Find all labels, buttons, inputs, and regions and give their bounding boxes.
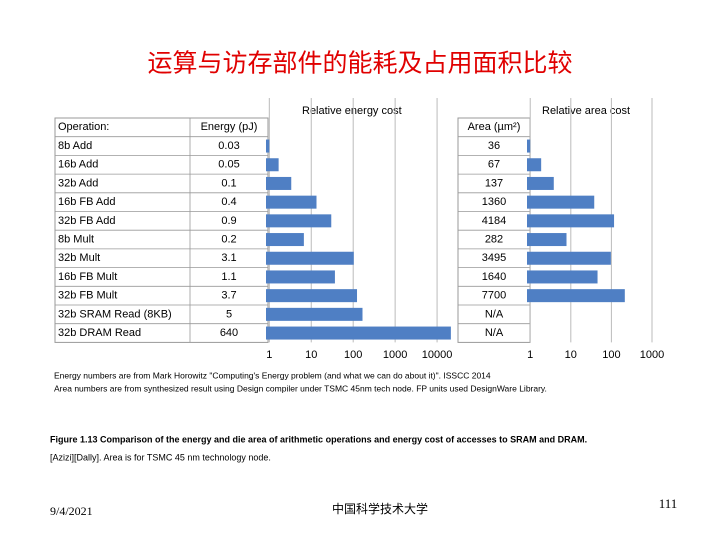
table-cell: 282	[485, 233, 503, 245]
table-cell: 5	[226, 308, 232, 320]
caption: Figure 1.13 Comparison of the energy and…	[50, 434, 587, 444]
slide-title: 运算与访存部件的能耗及占用面积比较	[147, 50, 572, 78]
bar	[527, 176, 554, 190]
x-tick-label: 1	[266, 349, 272, 361]
table-cell: 16b FB Mult	[58, 271, 117, 283]
bar	[527, 139, 531, 153]
bar	[266, 195, 317, 209]
table-cell: 1640	[482, 271, 506, 283]
x-tick-label: 1	[527, 349, 533, 361]
bar	[527, 251, 611, 265]
bar	[527, 158, 542, 172]
table-cell: 32b Mult	[58, 252, 100, 264]
table-cell: 3.7	[221, 290, 236, 302]
table-cell: 0.1	[221, 177, 236, 189]
bar	[266, 139, 270, 153]
note: Area numbers are from synthesized result…	[54, 383, 547, 393]
bar	[266, 233, 304, 247]
bar	[266, 307, 363, 321]
x-tick-label: 100	[344, 349, 362, 361]
x-tick-label: 1000	[640, 349, 664, 361]
table-cell: 67	[488, 159, 500, 171]
table-cell: 32b FB Mult	[58, 290, 117, 302]
x-tick-label: 1000	[383, 349, 407, 361]
table-cell: 0.05	[218, 159, 239, 171]
bar	[266, 251, 354, 265]
caption: [Azizi][Dally]. Area is for TSMC 45 nm t…	[50, 452, 271, 462]
table-cell: 0.03	[218, 140, 239, 152]
x-tick-label: 100	[602, 349, 620, 361]
footer-institution: 中国科学技术大学	[332, 501, 428, 516]
table-cell: 16b Add	[58, 159, 98, 171]
table-cell: 1360	[482, 196, 506, 208]
table-cell: 8b Mult	[58, 233, 94, 245]
footer-page: 111	[659, 496, 678, 511]
table-cell: 32b FB Add	[58, 215, 116, 227]
bar	[266, 158, 279, 172]
x-tick-label: 10	[305, 349, 317, 361]
note: Energy numbers are from Mark Horowitz "C…	[54, 370, 491, 380]
bar	[527, 195, 595, 209]
table-cell: 16b FB Add	[58, 196, 116, 208]
footer-date: 9/4/2021	[50, 504, 93, 518]
table-cell: 3495	[482, 252, 506, 264]
table-header: Energy (pJ)	[201, 121, 258, 133]
table-cell: 4184	[482, 215, 506, 227]
table-cell: 0.4	[221, 196, 236, 208]
table-cell: 0.9	[221, 215, 236, 227]
table-cell: N/A	[485, 327, 504, 339]
table-cell: 32b Add	[58, 177, 98, 189]
table-cell: 32b DRAM Read	[58, 327, 141, 339]
table-cell: 137	[485, 177, 503, 189]
chart-title: Relative area cost	[542, 105, 630, 117]
table-cell: N/A	[485, 308, 504, 320]
bar	[266, 214, 332, 228]
bar	[266, 289, 358, 303]
table-cell: 1.1	[221, 271, 236, 283]
bar	[266, 176, 292, 190]
bar	[527, 233, 567, 247]
bar	[527, 270, 598, 284]
table-cell: 32b SRAM Read (8KB)	[58, 308, 172, 320]
x-tick-label: 10	[565, 349, 577, 361]
table-cell: 640	[220, 327, 238, 339]
bar	[266, 270, 335, 284]
table-cell: 0.2	[221, 233, 236, 245]
table-cell: 3.1	[221, 252, 236, 264]
table-cell: 36	[488, 140, 500, 152]
table-cell: 8b Add	[58, 140, 92, 152]
table-header: Operation:	[58, 121, 109, 133]
chart-title: Relative energy cost	[302, 105, 402, 117]
x-tick-label: 10000	[422, 349, 453, 361]
bar	[266, 326, 451, 340]
table-cell: 7700	[482, 290, 506, 302]
bar	[527, 214, 615, 228]
bar	[527, 289, 625, 303]
table-header: Area (µm²)	[468, 121, 521, 133]
